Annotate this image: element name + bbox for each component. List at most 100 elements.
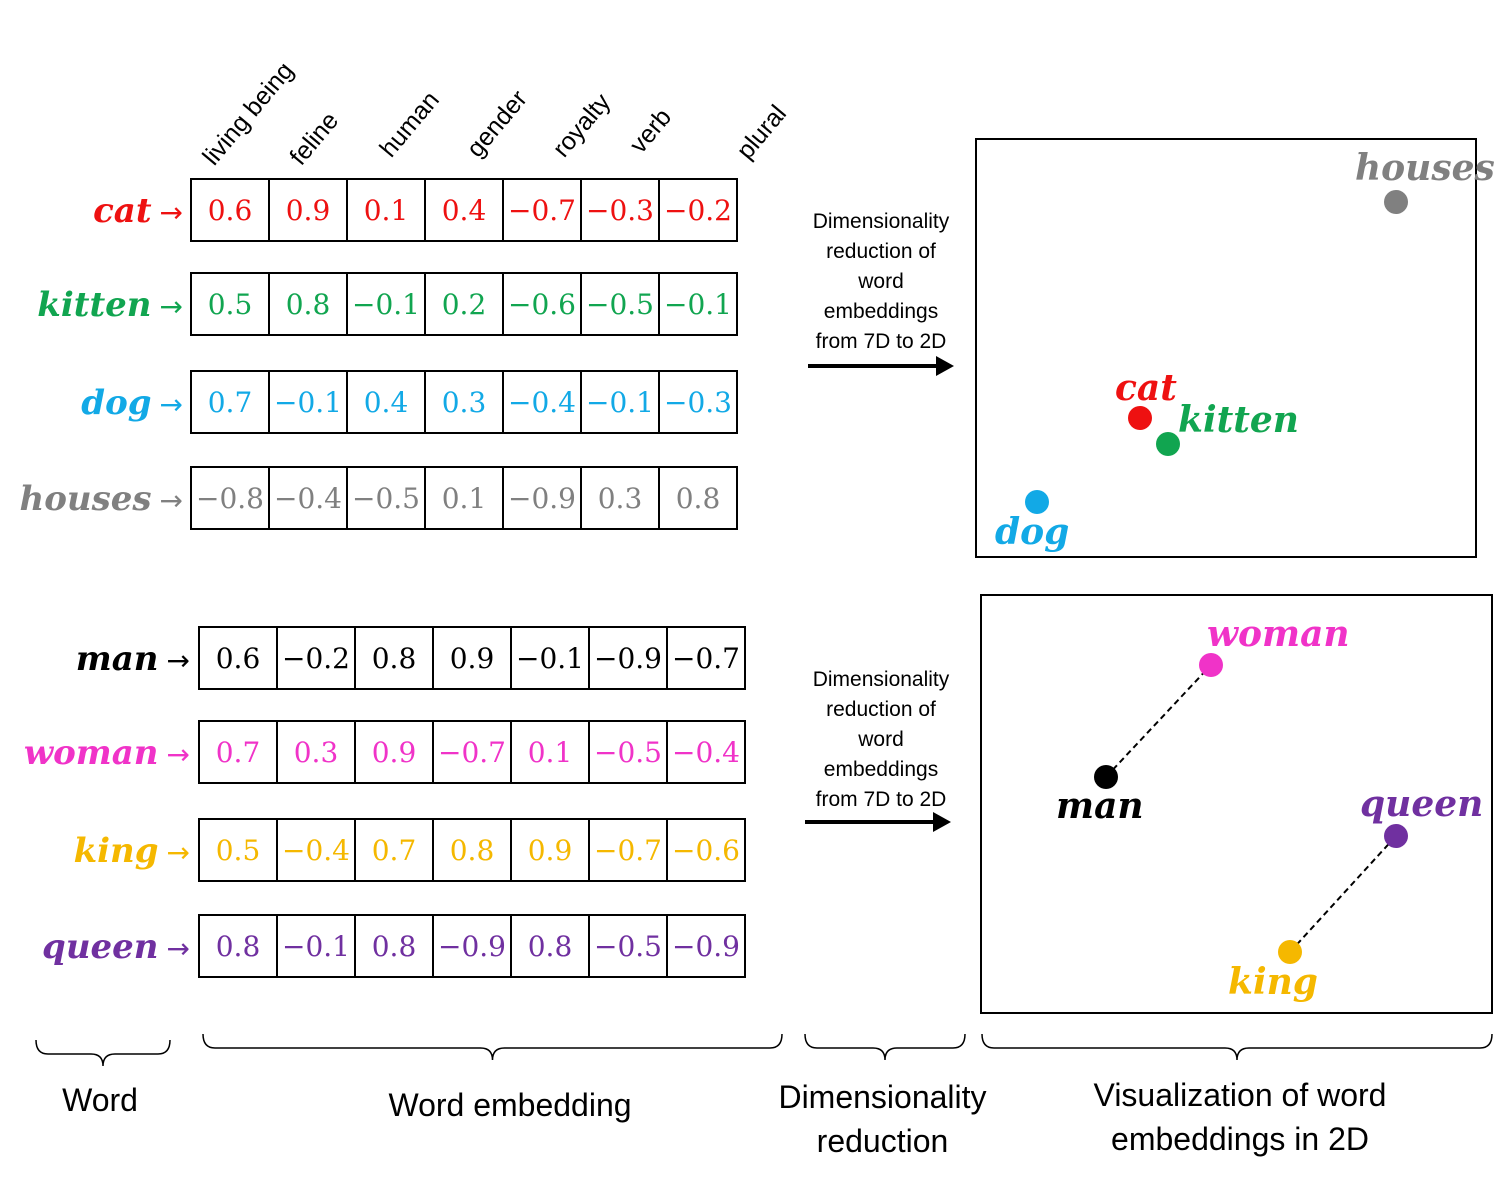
word-label: queen → <box>42 930 190 964</box>
reduction-caption-line: Dimensionality <box>812 210 950 233</box>
embedding-row: 0.7 −0.1 0.4 0.3 −0.4 −0.1 −0.3 <box>190 370 738 434</box>
plot-point-label: king <box>1228 961 1318 1003</box>
word-label: kitten → <box>37 288 183 322</box>
embedding-cell: −0.2 <box>658 178 738 242</box>
reduction-caption-line: reduction of <box>826 240 936 263</box>
embedding-cell: 0.8 <box>198 914 278 978</box>
plot-point-label: kitten <box>1178 399 1299 441</box>
embedding-cell: 0.8 <box>658 466 738 530</box>
word-label: cat → <box>93 194 183 228</box>
embedding-cell: 0.9 <box>354 720 434 784</box>
plot-point <box>1156 432 1180 456</box>
plot-point-label: houses <box>1355 147 1495 189</box>
word-label: king → <box>74 834 190 868</box>
section-label-line: Dimensionality <box>778 1079 987 1115</box>
section-label: Visualization of word embeddings in 2D <box>1040 1073 1440 1161</box>
section-label-line: embeddings in 2D <box>1111 1121 1369 1157</box>
arrow-glyph: → <box>159 196 183 229</box>
reduction-caption-line: Dimensionality <box>812 668 950 691</box>
reduction-caption-line: from 7D to 2D <box>815 330 947 353</box>
embedding-cell: −0.4 <box>502 370 582 434</box>
embedding-cell: −0.9 <box>432 914 512 978</box>
embedding-cell: −0.1 <box>580 370 660 434</box>
embedding-cell: −0.9 <box>588 626 668 690</box>
word-text: woman <box>23 733 159 773</box>
reduction-caption-line: word <box>858 728 904 751</box>
embedding-cell: −0.9 <box>666 914 746 978</box>
plot-point <box>1025 490 1049 514</box>
section-label-line: reduction <box>816 1123 949 1159</box>
reduction-caption-line: embeddings <box>823 758 939 781</box>
arrow-glyph: → <box>159 290 183 323</box>
embedding-row: 0.5 0.8 −0.1 0.2 −0.6 −0.5 −0.1 <box>190 272 738 336</box>
reduction-caption-line: embeddings <box>823 300 939 323</box>
word-text: cat <box>93 191 152 231</box>
plot-point-label: man <box>1056 785 1144 827</box>
reduction-caption: Dimensionality reduction of word embeddings… <box>796 207 966 357</box>
arrow-glyph: → <box>166 932 190 965</box>
plot-frame <box>975 138 1477 558</box>
embedding-cell: −0.4 <box>276 818 356 882</box>
embedding-cell: −0.1 <box>658 272 738 336</box>
plot-frame <box>980 594 1493 1014</box>
arrow-glyph: → <box>166 836 190 869</box>
section-label: Word <box>20 1078 180 1122</box>
plot-point-label: queen <box>1360 783 1484 825</box>
embedding-cell: −0.7 <box>666 626 746 690</box>
word-text: king <box>73 831 159 871</box>
embedding-cell: −0.8 <box>190 466 270 530</box>
embedding-row: 0.5 −0.4 0.7 0.8 0.9 −0.7 −0.6 <box>198 818 746 882</box>
embedding-row: 0.8 −0.1 0.8 −0.9 0.8 −0.5 −0.9 <box>198 914 746 978</box>
plot-point <box>1094 765 1118 789</box>
section-label-line: Visualization of word <box>1093 1077 1387 1113</box>
word-label: man → <box>76 642 190 676</box>
embedding-cell: −0.7 <box>588 818 668 882</box>
reduction-caption: Dimensionality reduction of word embeddings… <box>796 665 966 815</box>
section-label: Dimensionality reduction <box>760 1075 1005 1163</box>
plot-point <box>1384 824 1408 848</box>
word-text: kitten <box>37 285 152 325</box>
reduction-arrow <box>808 356 954 376</box>
plot-point-label: dog <box>995 511 1070 553</box>
word-label: dog → <box>81 386 183 420</box>
word-text: queen <box>42 927 159 967</box>
plot-point <box>1278 940 1302 964</box>
reduction-arrow <box>805 812 951 832</box>
embedding-cell: 0.8 <box>354 914 434 978</box>
embedding-cell: −0.5 <box>588 914 668 978</box>
embedding-cell: −0.5 <box>588 720 668 784</box>
plot-point <box>1128 406 1152 430</box>
section-label: Word embedding <box>300 1083 720 1127</box>
embedding-row: 0.6 0.9 0.1 0.4 −0.7 −0.3 −0.2 <box>190 178 738 242</box>
dashed-link <box>1289 835 1397 953</box>
embedding-cell: −0.7 <box>502 178 582 242</box>
dashed-link <box>1105 664 1212 778</box>
plot-point-label: cat <box>1115 367 1177 409</box>
word-label: woman → <box>24 736 190 770</box>
reduction-caption-line: word <box>858 270 904 293</box>
embedding-cell: −0.7 <box>432 720 512 784</box>
plot-point <box>1199 653 1223 677</box>
embedding-cell: −0.1 <box>346 272 426 336</box>
section-label-line: Word embedding <box>388 1087 632 1123</box>
embedding-row: 0.7 0.3 0.9 −0.7 0.1 −0.5 −0.4 <box>198 720 746 784</box>
reduction-caption-line: reduction of <box>826 698 936 721</box>
plot-point <box>1384 190 1408 214</box>
arrow-glyph: → <box>166 738 190 771</box>
embedding-cell: 0.2 <box>424 272 504 336</box>
embedding-cell: −0.6 <box>666 818 746 882</box>
arrow-glyph: → <box>159 388 183 421</box>
embedding-cell: −0.1 <box>276 914 356 978</box>
embedding-cell: −0.1 <box>268 370 348 434</box>
reduction-caption-line: from 7D to 2D <box>815 788 947 811</box>
embedding-cell: −0.4 <box>666 720 746 784</box>
arrow-glyph: → <box>166 644 190 677</box>
word-text: dog <box>81 383 152 423</box>
word-text: houses <box>19 479 152 519</box>
embedding-row: −0.8 −0.4 −0.5 0.1 −0.9 0.3 0.8 <box>190 466 738 530</box>
word-label: houses → <box>19 482 183 516</box>
embedding-cell: 0.7 <box>190 370 270 434</box>
embedding-cell: 0.9 <box>268 178 348 242</box>
